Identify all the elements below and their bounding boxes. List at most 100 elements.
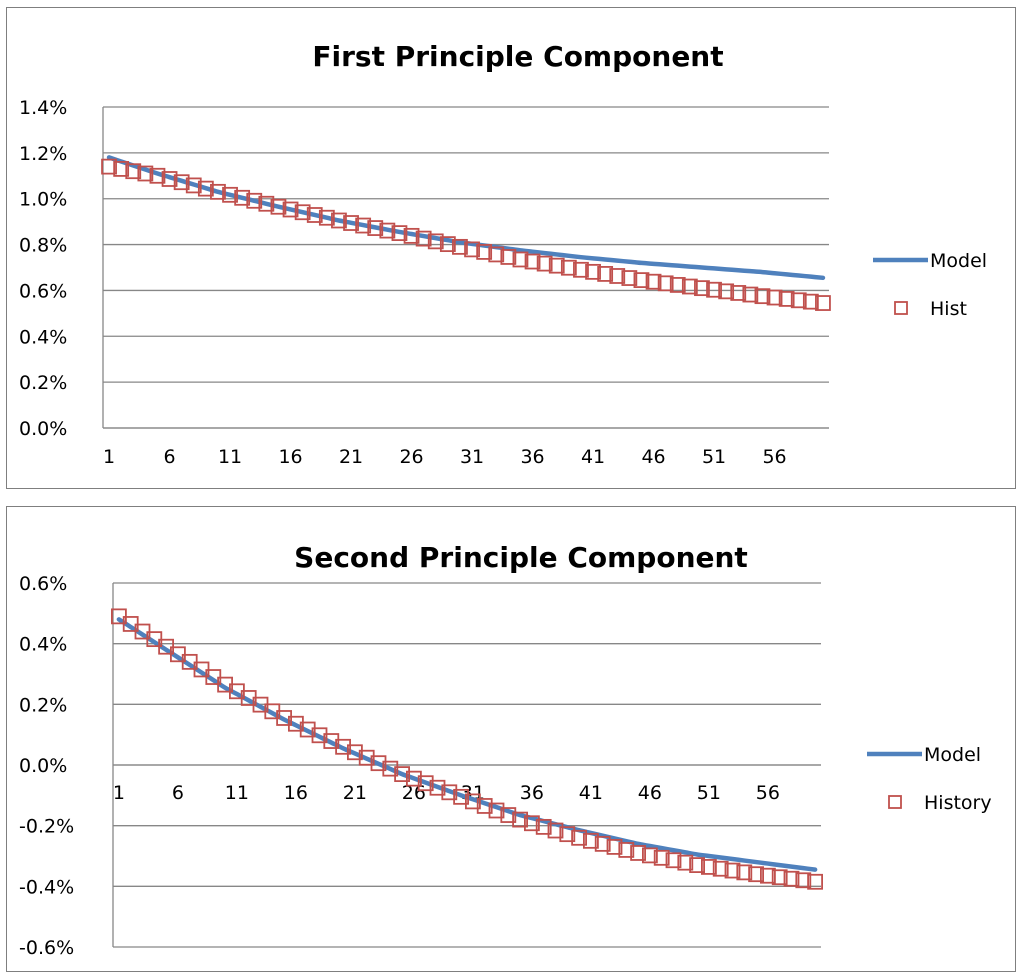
marker-point <box>415 230 432 247</box>
legend-label: Hist <box>930 298 967 320</box>
marker-point <box>427 233 444 250</box>
x-tick-label: 46 <box>638 782 662 804</box>
marker-point <box>742 286 759 303</box>
x-tick-label: 51 <box>702 446 726 468</box>
legend-swatch-marker <box>888 795 902 809</box>
x-tick-label: 56 <box>762 446 786 468</box>
marker-point <box>113 161 130 177</box>
marker-point <box>476 244 493 260</box>
y-tick-label: 0.8% <box>19 235 67 257</box>
marker-point <box>766 289 783 306</box>
marker-point <box>512 251 529 268</box>
marker-point <box>488 802 505 819</box>
marker-point <box>394 766 411 783</box>
y-tick-label: -0.2% <box>19 816 74 838</box>
marker-point <box>453 788 470 805</box>
y-tick-label: 0.0% <box>19 755 67 777</box>
marker-point <box>754 288 771 305</box>
marker-point <box>417 775 434 792</box>
chart-second-principle-component: Second Principle Component -0.6% -0.4% -0.2… <box>6 506 1016 972</box>
marker-point <box>807 873 823 890</box>
marker-point <box>524 253 541 270</box>
y-tick-label: 1.2% <box>19 143 67 165</box>
x-tick-label: 51 <box>697 782 721 804</box>
x-tick-label: 41 <box>581 446 605 468</box>
marker-point <box>748 866 764 883</box>
marker-point <box>149 167 166 184</box>
y-tick-label: 0.2% <box>19 372 67 394</box>
marker-point <box>559 826 576 843</box>
marker-point <box>101 158 117 175</box>
marker-point <box>724 862 741 879</box>
marker-point <box>382 760 399 777</box>
marker-point <box>681 278 698 295</box>
marker-point <box>512 811 529 828</box>
marker-point <box>346 744 363 761</box>
chart-svg-2: Second Principle Component -0.6% -0.4% -0.2… <box>19 541 992 959</box>
marker-point <box>161 171 178 187</box>
marker-point <box>669 277 686 293</box>
x-tick-label: 11 <box>225 782 249 804</box>
marker-point <box>665 852 682 869</box>
marker-point <box>657 275 674 292</box>
marker-point <box>210 183 226 200</box>
marker-point <box>370 755 387 772</box>
marker-point <box>294 204 311 221</box>
y-tick-label: 0.2% <box>19 694 67 716</box>
legend-label: Model <box>924 744 981 766</box>
chart-title: First Principle Component <box>312 40 723 73</box>
marker-point <box>689 857 705 874</box>
marker-point <box>783 870 800 887</box>
marker-point <box>358 749 375 766</box>
marker-point <box>535 818 552 835</box>
marker-point <box>730 285 747 301</box>
marker-point <box>594 835 611 852</box>
marker-point <box>560 259 577 276</box>
series-markers-history <box>111 608 823 890</box>
y-tick-label: 0.4% <box>19 326 67 348</box>
x-tick-label: 26 <box>402 782 426 804</box>
marker-point <box>355 217 372 234</box>
marker-point <box>573 261 589 278</box>
marker-point <box>282 201 299 218</box>
legend-swatch-marker <box>894 301 908 315</box>
marker-point <box>547 822 564 839</box>
marker-point <box>642 847 658 864</box>
marker-point <box>736 864 753 881</box>
y-tick-label: 1.4% <box>19 97 67 119</box>
marker-point <box>815 295 831 311</box>
marker-point <box>311 727 328 744</box>
x-tick-label: 56 <box>756 782 780 804</box>
marker-point <box>630 845 646 861</box>
x-tick-label: 6 <box>164 446 176 468</box>
y-tick-label: 0.6% <box>19 280 67 302</box>
marker-point <box>633 272 650 289</box>
marker-point <box>246 192 263 209</box>
marker-point <box>712 860 729 877</box>
marker-point <box>609 268 626 284</box>
marker-point <box>299 721 316 738</box>
marker-point <box>197 180 214 197</box>
marker-point <box>287 715 304 732</box>
marker-point <box>524 815 540 832</box>
legend-label: History <box>924 792 992 814</box>
marker-point <box>790 292 807 309</box>
marker-point <box>306 207 323 223</box>
marker-point <box>185 177 202 194</box>
marker-point <box>597 266 614 282</box>
marker-point <box>222 186 238 203</box>
marker-point <box>653 849 670 866</box>
x-tick-label: 11 <box>218 446 242 468</box>
marker-point <box>571 829 587 846</box>
chart-first-principle-component: First Principle Component 0.0% 0.2% 0.4% 0.6… <box>6 7 1016 489</box>
marker-point <box>318 209 335 226</box>
marker-point <box>706 281 722 298</box>
marker-point <box>137 165 154 182</box>
marker-point <box>536 255 553 272</box>
y-tick-label: -0.4% <box>19 876 74 898</box>
marker-point <box>452 238 468 255</box>
marker-point <box>323 733 340 749</box>
marker-point <box>367 220 384 236</box>
marker-point <box>343 215 359 231</box>
marker-point <box>258 195 275 212</box>
